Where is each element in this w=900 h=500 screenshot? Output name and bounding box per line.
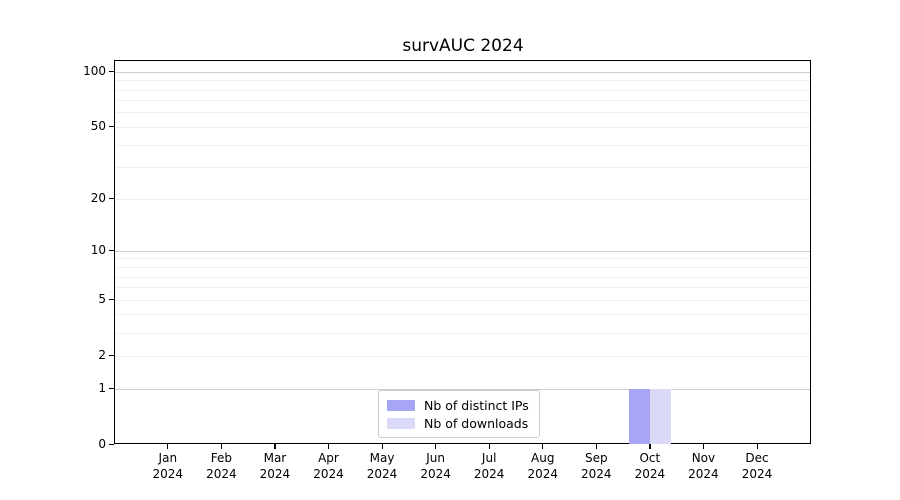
gridline-minor-70 <box>115 100 810 102</box>
gridline-minor-60 <box>115 112 810 114</box>
gridline-minor-30 <box>115 167 810 169</box>
gridline-minor-9 <box>115 258 810 260</box>
y-tick-mark-5 <box>109 298 114 300</box>
y-tick-mark-50 <box>109 125 114 128</box>
x-tick-mark-mar-2024 <box>274 444 276 449</box>
gridline-minor-7 <box>115 276 810 278</box>
gridline-minor-90 <box>115 80 810 82</box>
gridline-minor-20 <box>115 198 810 200</box>
y-tick-mark-100 <box>109 70 114 72</box>
y-tick-label-10: 10 <box>90 243 106 258</box>
gridline-minor-40 <box>115 144 810 146</box>
x-tick-label-aug-2024: Aug 2024 <box>527 451 558 481</box>
x-tick-label-may-2024: May 2024 <box>366 451 398 481</box>
x-tick-mark-aug-2024 <box>542 444 544 449</box>
gridline-minor-2 <box>115 355 810 357</box>
gridline-minor-5 <box>115 299 810 301</box>
x-tick-label-nov-2024: Nov 2024 <box>688 451 719 481</box>
y-tick-mark-10 <box>109 249 114 251</box>
gridline-minor-50 <box>115 126 810 128</box>
y-tick-mark-0 <box>109 443 114 445</box>
legend-item-nb-of-distinct-ips: Nb of distinct IPs <box>387 396 529 414</box>
x-tick-label-apr-2024: Apr 2024 <box>313 451 344 481</box>
x-tick-label-feb-2024: Feb 2024 <box>206 451 237 481</box>
bar-nb-of-distinct-ips-oct-2024 <box>628 389 650 444</box>
legend-swatch-icon <box>387 399 415 411</box>
x-tick-label-dec-2024: Dec 2024 <box>741 451 773 481</box>
x-tick-mark-jan-2024 <box>167 444 169 449</box>
y-tick-label-0: 0 <box>98 437 106 451</box>
y-tick-label-5: 5 <box>98 292 106 307</box>
legend-swatch-icon <box>387 417 415 429</box>
x-tick-label-jun-2024: Jun 2024 <box>420 451 451 481</box>
gridline-minor-3 <box>115 332 810 334</box>
y-tick-mark-1 <box>109 387 114 389</box>
y-tick-mark-2 <box>109 354 114 356</box>
bar-nb-of-downloads-oct-2024 <box>649 389 671 444</box>
legend-item-nb-of-downloads: Nb of downloads <box>387 414 529 432</box>
x-tick-label-sep-2024: Sep 2024 <box>581 451 612 481</box>
y-tick-label-2: 2 <box>98 348 106 363</box>
x-tick-mark-sep-2024 <box>595 444 597 449</box>
x-tick-mark-nov-2024 <box>702 444 705 449</box>
legend-label: Nb of distinct IPs <box>424 397 529 413</box>
legend-label: Nb of downloads <box>424 415 529 431</box>
y-tick-label-1: 1 <box>98 381 106 395</box>
plot-area <box>114 60 811 444</box>
x-tick-mark-jul-2024 <box>488 444 490 449</box>
x-tick-mark-dec-2024 <box>756 444 758 449</box>
x-tick-label-mar-2024: Mar 2024 <box>259 451 291 481</box>
x-tick-mark-oct-2024 <box>649 444 651 449</box>
x-tick-mark-may-2024 <box>381 444 383 449</box>
gridline-minor-8 <box>115 267 810 268</box>
x-tick-mark-feb-2024 <box>220 444 223 449</box>
y-tick-mark-20 <box>109 197 114 199</box>
y-tick-label-20: 20 <box>90 191 106 206</box>
x-tick-label-jan-2024: Jan 2024 <box>152 451 184 481</box>
gridline-minor-80 <box>115 89 810 91</box>
gridline-minor-6 <box>115 287 810 289</box>
y-tick-label-100: 100 <box>83 64 106 79</box>
gridline-major-100 <box>115 71 810 73</box>
chart-title: survAUC 2024 <box>402 36 524 56</box>
gridline-major-10 <box>115 250 810 252</box>
x-tick-label-jul-2024: Jul 2024 <box>473 451 505 481</box>
x-tick-label-oct-2024: Oct 2024 <box>634 451 666 481</box>
x-tick-mark-apr-2024 <box>327 444 330 449</box>
gridline-minor-4 <box>115 314 810 316</box>
gridline-major-1 <box>115 388 810 390</box>
y-tick-label-50: 50 <box>90 119 106 134</box>
legend: Nb of distinct IPs Nb of downloads <box>378 390 540 438</box>
x-tick-mark-jun-2024 <box>435 444 437 449</box>
